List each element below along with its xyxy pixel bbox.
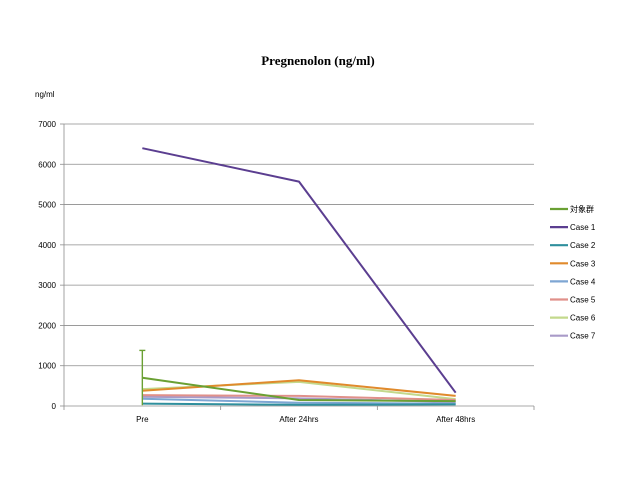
series-line-2 <box>142 147 457 394</box>
y-tick-label: 4000 <box>38 241 56 250</box>
legend-label: Case 1 <box>570 223 596 232</box>
y-tick-labels: 0 1000 2000 3000 4000 5000 6000 7000 <box>38 120 56 411</box>
legend-label: Case 2 <box>570 241 596 250</box>
series-line-5 <box>142 397 456 405</box>
y-tick-label: 6000 <box>38 160 56 169</box>
x-tick-label: After 48hrs <box>436 415 475 424</box>
legend: 対象群 Case 1 Case 2 Case 3 Case 4 Case 5 Case 6 C… <box>550 204 596 341</box>
y-tick-label: 0 <box>52 402 57 411</box>
series-line-4 <box>142 379 456 397</box>
series-lines <box>139 147 457 406</box>
x-tick-labels: Pre After 24hrs After 48hrs <box>136 415 475 424</box>
legend-label: Case 3 <box>570 259 596 268</box>
gridlines <box>64 123 534 367</box>
legend-label: Case 5 <box>570 296 596 305</box>
y-unit-label: ng/ml <box>35 90 55 99</box>
series-line-3 <box>142 402 456 406</box>
legend-label: Case 7 <box>570 332 596 341</box>
legend-label: 対象群 <box>570 204 594 214</box>
axes <box>60 123 535 410</box>
y-tick-label: 5000 <box>38 201 56 210</box>
chart-title: Pregnenolon (ng/ml) <box>261 53 375 68</box>
y-tick-label: 2000 <box>38 321 56 330</box>
legend-label: Case 6 <box>570 314 596 323</box>
y-tick-label: 7000 <box>38 120 56 129</box>
x-tick-label: Pre <box>136 415 149 424</box>
y-tick-label: 3000 <box>38 281 56 290</box>
legend-label: Case 4 <box>570 277 596 286</box>
series-line-6 <box>142 394 456 401</box>
x-tick-label: After 24hrs <box>279 415 318 424</box>
series-line-1 <box>142 376 456 403</box>
y-tick-label: 1000 <box>38 362 56 371</box>
